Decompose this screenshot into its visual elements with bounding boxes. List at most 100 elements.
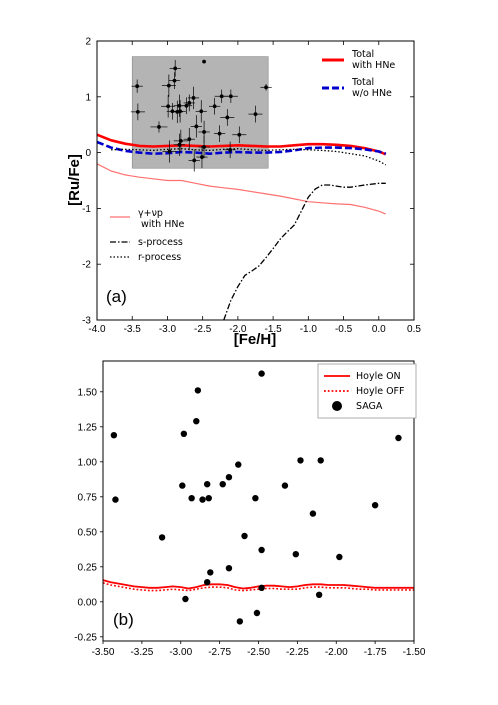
y-tick-label: 0.00 (78, 597, 98, 608)
y-tick-label: 1.25 (78, 422, 98, 433)
data-point (220, 109, 235, 126)
data-point (209, 97, 221, 115)
x-tick-label: 0.5 (407, 324, 421, 335)
data-point (174, 100, 186, 123)
saga-point (179, 482, 186, 489)
data-point-marker (187, 101, 192, 105)
x-tick-label: -1.50 (403, 647, 426, 658)
y-tick-label: 0 (85, 148, 91, 159)
data-point-marker (202, 59, 206, 64)
x-tick-label: -4.0 (88, 324, 106, 335)
data-point-marker (135, 84, 140, 89)
saga-point (292, 551, 300, 558)
legend-label-s-process: s-process (138, 237, 183, 248)
saga-point (112, 496, 119, 503)
x-tick-label: -2.5 (194, 324, 212, 335)
data-point (260, 83, 272, 91)
x-tick-label: -3.00 (169, 647, 192, 658)
x-axis-label: [Fe/H] (234, 331, 277, 348)
panel-a-x-ticks: -4.0 -3.5 -3.0 -2.5 -2.0 -1.5 -1.0 -0.5 0.0 0.5 (88, 41, 421, 335)
y-axis-label: [Ru/Fe] (66, 154, 83, 206)
data-point (224, 141, 236, 159)
data-point (202, 59, 206, 64)
saga-point (258, 546, 265, 554)
data-point-marker (225, 115, 230, 120)
x-tick-label: -3.25 (130, 647, 153, 658)
data-point (188, 149, 200, 172)
saga-point (252, 495, 259, 502)
legend-label-total-wo-hne: Total w/o HNe (351, 77, 392, 99)
data-point-marker (187, 137, 192, 142)
panel-a-series (96, 133, 387, 321)
saga-point (219, 481, 226, 488)
data-point-marker (135, 109, 140, 114)
data-point (223, 89, 238, 103)
x-tick-label: 0.0 (372, 324, 386, 335)
saga-point (225, 565, 233, 572)
y-tick-label: -3 (82, 316, 91, 327)
saga-point (317, 457, 324, 464)
saga-point (182, 595, 189, 603)
series-line-total_hne (96, 133, 387, 156)
data-point-marker (184, 103, 189, 108)
panel-label-a: (a) (106, 287, 127, 306)
data-point (169, 59, 181, 77)
data-point-marker (170, 109, 175, 114)
data-point (131, 79, 143, 93)
data-point-marker (178, 138, 183, 143)
data-point-marker (191, 96, 196, 100)
x-tick-label: -3.0 (159, 324, 177, 335)
panel-b-series (102, 579, 414, 592)
saga-point (203, 579, 211, 586)
y-tick-label: -0.25 (74, 632, 97, 643)
saga-point (395, 434, 402, 442)
legend-label-r-process: r-process (138, 252, 181, 263)
saga-point (235, 461, 242, 468)
data-point (183, 128, 195, 151)
legend-label-saga: SAGA (356, 401, 383, 412)
series-line-s (223, 182, 386, 321)
saga-point (336, 553, 343, 561)
y-tick-label: 2 (85, 37, 91, 48)
data-point (180, 97, 193, 115)
saga-point (207, 569, 214, 576)
saga-point (110, 432, 118, 439)
data-point-marker (217, 131, 222, 136)
legend-label-gamma: γ+νp with HNe (138, 208, 184, 230)
data-point (130, 103, 145, 121)
x-tick-label: -2.0 (229, 324, 247, 335)
panel-b-x-ticks: -3.50 -3.25 -3.00 -2.75 -2.50 -2.25 -2.00 -1.75… (92, 641, 426, 658)
saga-point (297, 457, 304, 464)
data-point (213, 125, 226, 142)
panel-label-b: (b) (113, 610, 134, 629)
data-point (187, 86, 200, 110)
data-point (190, 115, 202, 138)
saga-point (253, 609, 261, 617)
data-point-marker (192, 158, 197, 163)
data-point (195, 100, 207, 123)
data-point (162, 140, 177, 163)
legend-marker-saga (332, 401, 342, 411)
y-tick-label: 0.25 (78, 562, 98, 573)
data-point (161, 95, 176, 118)
data-point-marker (199, 109, 204, 114)
saga-point (241, 532, 248, 540)
data-point-marker (200, 155, 204, 159)
data-point-marker (172, 78, 177, 83)
x-tick-label: -2.50 (247, 647, 270, 658)
saga-point (315, 591, 323, 598)
saga-point (188, 495, 195, 502)
x-tick-label: -2.25 (286, 647, 309, 658)
x-tick-label: -3.50 (92, 647, 115, 658)
data-point-marker (175, 109, 180, 114)
panel-b: -3.50 -3.25 -3.00 -2.75 -2.50 -2.25 -2.00 -1.75… (74, 360, 426, 658)
data-point-marker (177, 142, 182, 147)
data-point (168, 72, 181, 89)
data-point-marker (212, 104, 217, 109)
saga-point (203, 481, 211, 488)
data-point (183, 94, 195, 112)
data-point (248, 105, 263, 123)
saga-point (205, 495, 212, 502)
saga-point (193, 418, 200, 425)
saga-point (236, 618, 244, 625)
